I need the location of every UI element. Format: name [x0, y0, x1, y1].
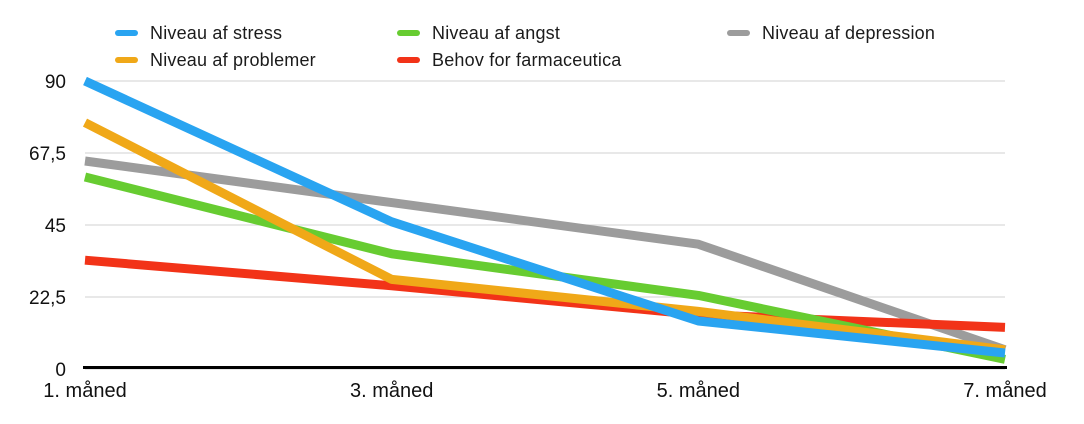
- legend-swatch-angst: [397, 30, 420, 36]
- legend-item-farmaceutica: Behov for farmaceutica: [397, 49, 622, 71]
- legend-label-depression: Niveau af depression: [762, 22, 936, 43]
- legend-label-angst: Niveau af angst: [432, 22, 561, 43]
- y-tick-label: 67,5: [29, 144, 66, 165]
- legend-label-stress: Niveau af stress: [150, 22, 283, 43]
- legend-label-problemer: Niveau af problemer: [150, 49, 316, 70]
- x-tick-label: 7. måned: [963, 380, 1046, 402]
- y-tick-label: 0: [55, 360, 66, 381]
- y-tick-label: 90: [45, 72, 66, 93]
- series-line-4: [84, 156, 1007, 355]
- x-tick-label: 3. måned: [350, 380, 433, 402]
- series-line-1: [82, 118, 1006, 355]
- legend-item-problemer: Niveau af problemer: [115, 49, 316, 71]
- y-tick-label: 45: [45, 216, 66, 237]
- legend-item-depression: Niveau af depression: [727, 22, 935, 44]
- legend-swatch-stress: [115, 30, 138, 36]
- series-line-3: [84, 255, 1006, 332]
- legend-swatch-farmaceutica: [397, 57, 420, 63]
- x-tick-label: 5. måned: [657, 380, 740, 402]
- legend-item-stress: Niveau af stress: [115, 22, 282, 44]
- series-line-0: [83, 76, 1006, 358]
- legend-swatch-depression: [727, 30, 750, 36]
- y-tick-label: 22,5: [29, 288, 66, 309]
- legend-item-angst: Niveau af angst: [397, 22, 560, 44]
- x-tick-label: 1. måned: [43, 380, 126, 402]
- legend-label-farmaceutica: Behov for farmaceutica: [432, 49, 622, 70]
- legend-swatch-problemer: [115, 57, 138, 63]
